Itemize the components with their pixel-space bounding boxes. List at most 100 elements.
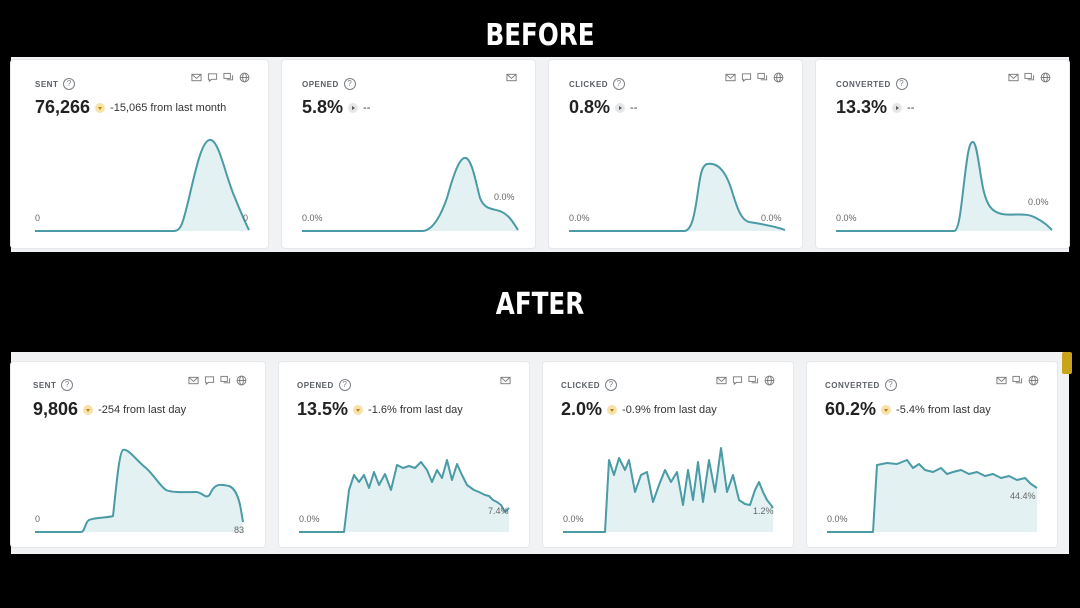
mail-icon[interactable] — [996, 375, 1007, 386]
sparkline-chart: 0.0% 7.4% — [279, 430, 529, 540]
after-heading: AFTER — [495, 287, 585, 322]
before-panel: SENT? 76,266 -15,065 from last month 0 0… — [11, 57, 1069, 252]
sms-icon[interactable] — [732, 375, 743, 386]
metric-value-row: 13.5% -1.6% from last day — [297, 399, 463, 420]
sparkline-chart: 0 83 — [11, 430, 265, 540]
globe-icon[interactable] — [236, 375, 247, 386]
chat-icon[interactable] — [748, 375, 759, 386]
chat-icon[interactable] — [757, 72, 768, 83]
trend-down-icon — [353, 404, 364, 415]
mail-icon[interactable] — [191, 72, 202, 83]
mail-icon[interactable] — [716, 375, 727, 386]
metric-change: -- — [630, 101, 638, 114]
after-card-clicked[interactable]: CLICKED? 2.0% -0.9% from last day 0.0% 1… — [543, 362, 793, 547]
mail-icon[interactable] — [500, 375, 511, 386]
after-card-converted[interactable]: CONVERTED? 60.2% -5.4% from last day 0.0… — [807, 362, 1057, 547]
end-tick: 83 — [234, 525, 244, 535]
end-tick: 0 — [243, 213, 248, 223]
mail-icon[interactable] — [1008, 72, 1019, 83]
channel-icons — [188, 375, 247, 386]
trend-flat-icon — [348, 102, 359, 113]
end-tick: 1.2% — [753, 506, 774, 516]
trend-down-icon — [83, 404, 94, 415]
mail-icon[interactable] — [725, 72, 736, 83]
chat-icon[interactable] — [223, 72, 234, 83]
metric-value: 76,266 — [35, 97, 91, 117]
metric-label-text: SENT — [33, 380, 57, 390]
metric-value-row: 5.8% -- — [302, 97, 370, 118]
before-card-clicked[interactable]: CLICKED? 0.8% -- 0.0% 0.0% — [549, 60, 802, 248]
globe-icon[interactable] — [239, 72, 250, 83]
metric-label: CONVERTED? — [836, 78, 908, 90]
channel-icons — [996, 375, 1039, 386]
metric-value: 9,806 — [33, 399, 79, 419]
start-tick: 0.0% — [299, 514, 320, 524]
metric-label: CLICKED? — [569, 78, 626, 90]
help-icon[interactable]: ? — [61, 379, 74, 391]
before-card-sent[interactable]: SENT? 76,266 -15,065 from last month 0 0 — [11, 60, 268, 248]
metric-label: CONVERTED? — [825, 379, 897, 391]
metric-value-row: 76,266 -15,065 from last month — [35, 97, 226, 118]
start-tick: 0.0% — [569, 213, 590, 223]
help-icon[interactable]: ? — [613, 78, 626, 90]
after-card-opened[interactable]: OPENED? 13.5% -1.6% from last day 0.0% 7… — [279, 362, 529, 547]
globe-icon[interactable] — [1028, 375, 1039, 386]
metric-label-text: CLICKED — [569, 79, 609, 89]
after-card-sent[interactable]: SENT? 9,806 -254 from last day 0 83 — [11, 362, 265, 547]
sparkline-chart: 0.0% 0.0% — [282, 128, 535, 238]
metric-value: 0.8% — [569, 97, 611, 117]
channel-icons — [506, 72, 517, 83]
metric-value-row: 60.2% -5.4% from last day — [825, 399, 991, 420]
before-card-opened[interactable]: OPENED? 5.8% -- 0.0% 0.0% — [282, 60, 535, 248]
metric-value-row: 9,806 -254 from last day — [33, 399, 186, 420]
start-tick: 0.0% — [827, 514, 848, 524]
chat-icon[interactable] — [220, 375, 231, 386]
sparkline-chart: 0.0% 0.0% — [816, 128, 1069, 238]
help-icon[interactable]: ? — [895, 78, 908, 90]
side-tab-handle[interactable] — [1062, 352, 1072, 374]
help-icon[interactable]: ? — [338, 379, 351, 391]
help-icon[interactable]: ? — [884, 379, 897, 391]
sms-icon[interactable] — [741, 72, 752, 83]
help-icon[interactable]: ? — [63, 78, 76, 90]
before-card-converted[interactable]: CONVERTED? 13.3% -- 0.0% 0.0% — [816, 60, 1069, 248]
metric-change: -- — [907, 101, 915, 114]
start-tick: 0 — [35, 213, 40, 223]
metric-label-text: OPENED — [302, 79, 339, 89]
sms-icon[interactable] — [207, 72, 218, 83]
trend-flat-icon — [892, 102, 903, 113]
metric-label-text: OPENED — [297, 380, 334, 390]
start-tick: 0.0% — [563, 514, 584, 524]
globe-icon[interactable] — [773, 72, 784, 83]
metric-value: 5.8% — [302, 97, 344, 117]
channel-icons — [725, 72, 784, 83]
metric-label-text: SENT — [35, 79, 59, 89]
help-icon[interactable]: ? — [343, 78, 356, 90]
channel-icons — [500, 375, 511, 386]
start-tick: 0.0% — [302, 213, 323, 223]
metric-label: SENT? — [33, 379, 74, 391]
metric-change: -- — [363, 101, 371, 114]
after-panel: SENT? 9,806 -254 from last day 0 83 OPEN… — [11, 352, 1069, 554]
metric-change: -1.6% from last day — [368, 403, 463, 416]
globe-icon[interactable] — [764, 375, 775, 386]
metric-value-row: 2.0% -0.9% from last day — [561, 399, 717, 420]
metric-label: OPENED? — [302, 78, 356, 90]
channel-icons — [191, 72, 250, 83]
end-tick: 0.0% — [761, 213, 782, 223]
sparkline-chart: 0.0% 44.4% — [807, 430, 1057, 540]
sparkline-chart: 0.0% 1.2% — [543, 430, 793, 540]
metric-label-text: CLICKED — [561, 380, 601, 390]
metric-label: OPENED? — [297, 379, 351, 391]
globe-icon[interactable] — [1040, 72, 1051, 83]
mail-icon[interactable] — [188, 375, 199, 386]
trend-down-icon — [95, 102, 106, 113]
trend-flat-icon — [615, 102, 626, 113]
metric-value: 13.5% — [297, 399, 349, 419]
chat-icon[interactable] — [1012, 375, 1023, 386]
metric-value: 13.3% — [836, 97, 888, 117]
mail-icon[interactable] — [506, 72, 517, 83]
help-icon[interactable]: ? — [605, 379, 618, 391]
sms-icon[interactable] — [204, 375, 215, 386]
chat-icon[interactable] — [1024, 72, 1035, 83]
